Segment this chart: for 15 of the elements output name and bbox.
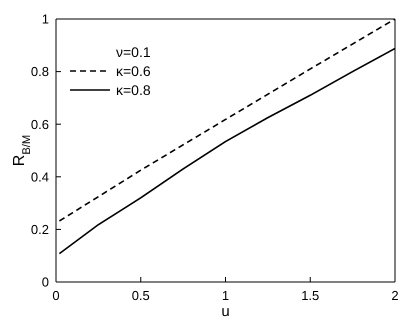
x-tick-label: 1 — [222, 288, 230, 304]
legend-title: ν=0.1 — [115, 44, 151, 60]
y-tick-label: 1 — [42, 12, 49, 27]
x-tick-label: 1.5 — [301, 288, 320, 304]
x-axis-title: u — [221, 303, 230, 320]
y-tick-label: 0.4 — [30, 169, 49, 184]
legend-label: κ=0.8 — [116, 82, 151, 98]
y-tick-label: 0 — [42, 274, 49, 290]
x-tick-label: 2 — [391, 288, 399, 304]
x-tick-label: 0 — [52, 288, 60, 304]
y-tick-label: 0.8 — [30, 64, 49, 80]
y-tick-label: 0.6 — [30, 116, 49, 132]
x-tick-label: 0.5 — [132, 288, 150, 304]
legend-label: κ=0.6 — [116, 63, 151, 79]
y-tick-label: 0.2 — [30, 222, 49, 238]
